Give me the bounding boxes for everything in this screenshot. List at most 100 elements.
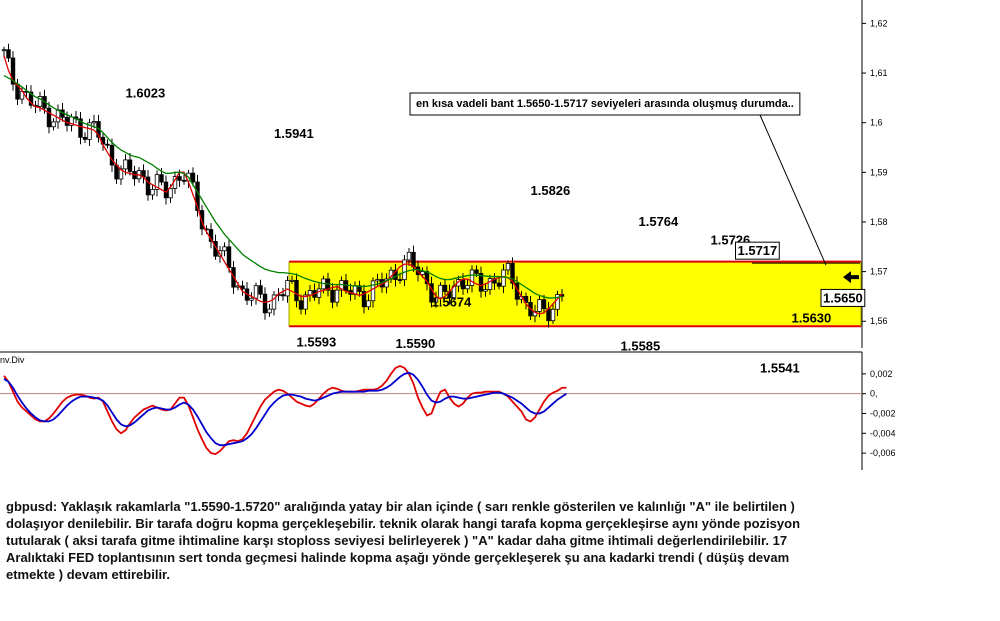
candle-body xyxy=(109,144,115,166)
commentary-line: dolaşıyor denilebilir. Bir tarafa doğru … xyxy=(6,516,801,531)
candle-body xyxy=(298,300,304,310)
candle-body xyxy=(406,251,412,261)
price-tick-label: 1,61 xyxy=(870,68,888,78)
callout-frame xyxy=(409,92,801,116)
price-tick-label: 1,57 xyxy=(870,267,888,277)
callout-text: en kısa vadeli bant 1.5650-1.5717 seviye… xyxy=(416,98,794,110)
callout-box: en kısa vadeli bant 1.5650-1.5717 seviye… xyxy=(409,92,827,266)
indicator-label: nv.Div xyxy=(0,355,25,365)
candle-body xyxy=(411,251,416,268)
annotation-box xyxy=(820,288,866,307)
candle-body xyxy=(442,284,448,292)
candle-body xyxy=(294,279,299,302)
oscillator-panel: nv.Div xyxy=(0,355,862,456)
candle-body xyxy=(474,269,479,274)
moving-average-line xyxy=(3,55,563,315)
candle-body xyxy=(366,300,371,308)
osc-tick-label: 0,002 xyxy=(870,369,893,379)
candle-body xyxy=(226,246,232,268)
candle-body xyxy=(402,259,407,281)
candle-body xyxy=(123,159,128,170)
commentary-line: etmekte ) devam ettirebilir. xyxy=(6,567,171,582)
candle-body xyxy=(433,297,439,303)
osc-tick-label: 0, xyxy=(870,389,878,399)
candle-body xyxy=(289,279,295,282)
moving-average-lines xyxy=(3,55,563,315)
candle-body xyxy=(469,269,475,286)
price-annotation: 1.5593 xyxy=(297,335,337,350)
candle-body xyxy=(303,294,308,310)
price-tick-label: 1,62 xyxy=(870,18,888,28)
candle-body xyxy=(330,289,335,303)
candle-body xyxy=(438,284,443,299)
candle-body xyxy=(267,308,272,314)
candle-body xyxy=(370,280,376,302)
candle-body xyxy=(46,107,52,128)
candle-body xyxy=(271,294,277,310)
candle-body xyxy=(420,271,425,276)
price-annotation: 1.5650 xyxy=(823,290,863,305)
candle-body xyxy=(505,262,511,271)
commentary-line: tutularak ( aksi tarafa gitme ihtimaline… xyxy=(6,533,788,548)
commentary-text: gbpusd: Yaklaşık rakamlarla "1.5590-1.57… xyxy=(6,498,886,583)
candle-body xyxy=(316,288,322,298)
candle-body xyxy=(334,289,340,303)
candle-body xyxy=(177,176,182,181)
candle-body xyxy=(118,168,124,180)
candle-body xyxy=(87,122,92,140)
candle-body xyxy=(159,174,164,183)
price-annotation: 1.5541 xyxy=(760,361,800,376)
candle-body xyxy=(190,172,196,183)
annotation-box xyxy=(735,241,780,260)
candle-body xyxy=(280,294,286,297)
price-annotation: 1.5590 xyxy=(396,336,436,351)
candle-body xyxy=(181,179,187,182)
price-tick-label: 1,58 xyxy=(870,217,888,227)
candle-body xyxy=(51,121,56,128)
candle-body xyxy=(1,49,7,52)
candle-body xyxy=(28,91,34,106)
price-annotation: 1.6023 xyxy=(126,85,166,100)
candle-body xyxy=(37,96,43,107)
candle-body xyxy=(510,262,515,284)
candle-body xyxy=(501,269,506,287)
candle-body xyxy=(307,290,313,296)
candle-body xyxy=(357,285,362,292)
candle-body xyxy=(465,285,470,290)
candle-body xyxy=(478,273,484,292)
gbpusd-chart: 1,62 1,61 1,6 1,59 1,58 1,57 1,56 1.6023 1.5941… xyxy=(0,0,896,470)
candle-body xyxy=(55,109,61,123)
candle-body xyxy=(361,291,367,308)
candle-body xyxy=(397,279,403,281)
candle-body xyxy=(78,118,83,138)
candle-body xyxy=(150,189,155,196)
price-annotation: 1.5764 xyxy=(639,214,680,229)
candle-body xyxy=(487,278,493,290)
osc-tick-label: -0,004 xyxy=(870,428,896,438)
price-tick-label: 1,6 xyxy=(870,118,883,128)
osc-tick-label: -0,006 xyxy=(870,448,896,458)
candle-body xyxy=(253,285,259,299)
candle-body xyxy=(222,246,227,252)
oscillator-line xyxy=(3,371,567,447)
oscillator-axis: 0,002 0, -0,002 -0,004 -0,006 xyxy=(862,369,896,458)
candle-body xyxy=(555,294,560,310)
candle-body xyxy=(537,299,542,312)
commentary-line: Aralıktaki FED toplantısının sert tonda … xyxy=(6,550,790,565)
candle-body xyxy=(262,293,268,314)
commentary-line: gbpusd: Yaklaşık rakamlarla "1.5590-1.57… xyxy=(6,499,795,514)
candle-body xyxy=(154,174,160,190)
price-annotation: 1.5826 xyxy=(531,183,571,198)
price-annotation: 1.5585 xyxy=(621,339,661,354)
candle-body xyxy=(496,282,502,287)
price-tick-label: 1,59 xyxy=(870,167,888,177)
range-band xyxy=(288,260,862,328)
candle-body xyxy=(532,311,538,317)
candle-body xyxy=(460,279,466,290)
candle-body xyxy=(375,279,380,282)
candle-body xyxy=(6,49,11,59)
moving-average-line xyxy=(3,74,563,299)
range-band-fill xyxy=(289,261,861,327)
candle-body xyxy=(339,280,344,291)
price-annotation: 1.5941 xyxy=(274,126,314,141)
